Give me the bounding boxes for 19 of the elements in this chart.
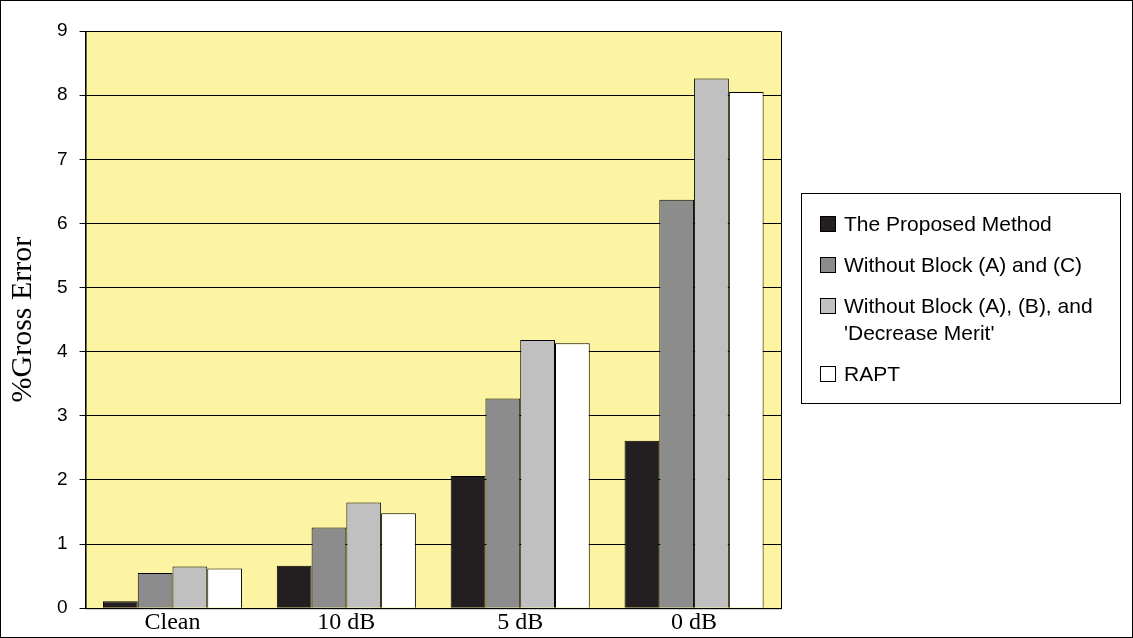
- y-axis-title: %Gross Error: [3, 236, 37, 403]
- y-tick-label: 3: [56, 404, 68, 426]
- x-tick-label: 5 dB: [497, 607, 544, 634]
- y-tick-label: 5: [56, 275, 68, 297]
- y-tick-label: 7: [56, 147, 68, 169]
- x-tick-label: 0 dB: [671, 607, 718, 634]
- y-tick-label: 0: [56, 596, 68, 618]
- y-tick-label: 4: [56, 339, 68, 361]
- x-tick-label: Clean: [144, 607, 201, 634]
- y-tick-label: 2: [56, 468, 68, 490]
- y-tick-label: 8: [56, 83, 68, 105]
- y-tick-label: 9: [56, 19, 68, 41]
- legend-label: Without Block (A), (B), and 'Decrease Merit': [844, 293, 1094, 346]
- y-tick-label: 1: [56, 532, 68, 554]
- legend-label: The Proposed Method: [844, 211, 1052, 237]
- legend-label: Without Block (A) and (C): [844, 252, 1083, 278]
- x-tick-label: 10 dB: [317, 607, 376, 634]
- y-tick-label: 6: [56, 211, 68, 233]
- legend-label: RAPT: [844, 361, 901, 387]
